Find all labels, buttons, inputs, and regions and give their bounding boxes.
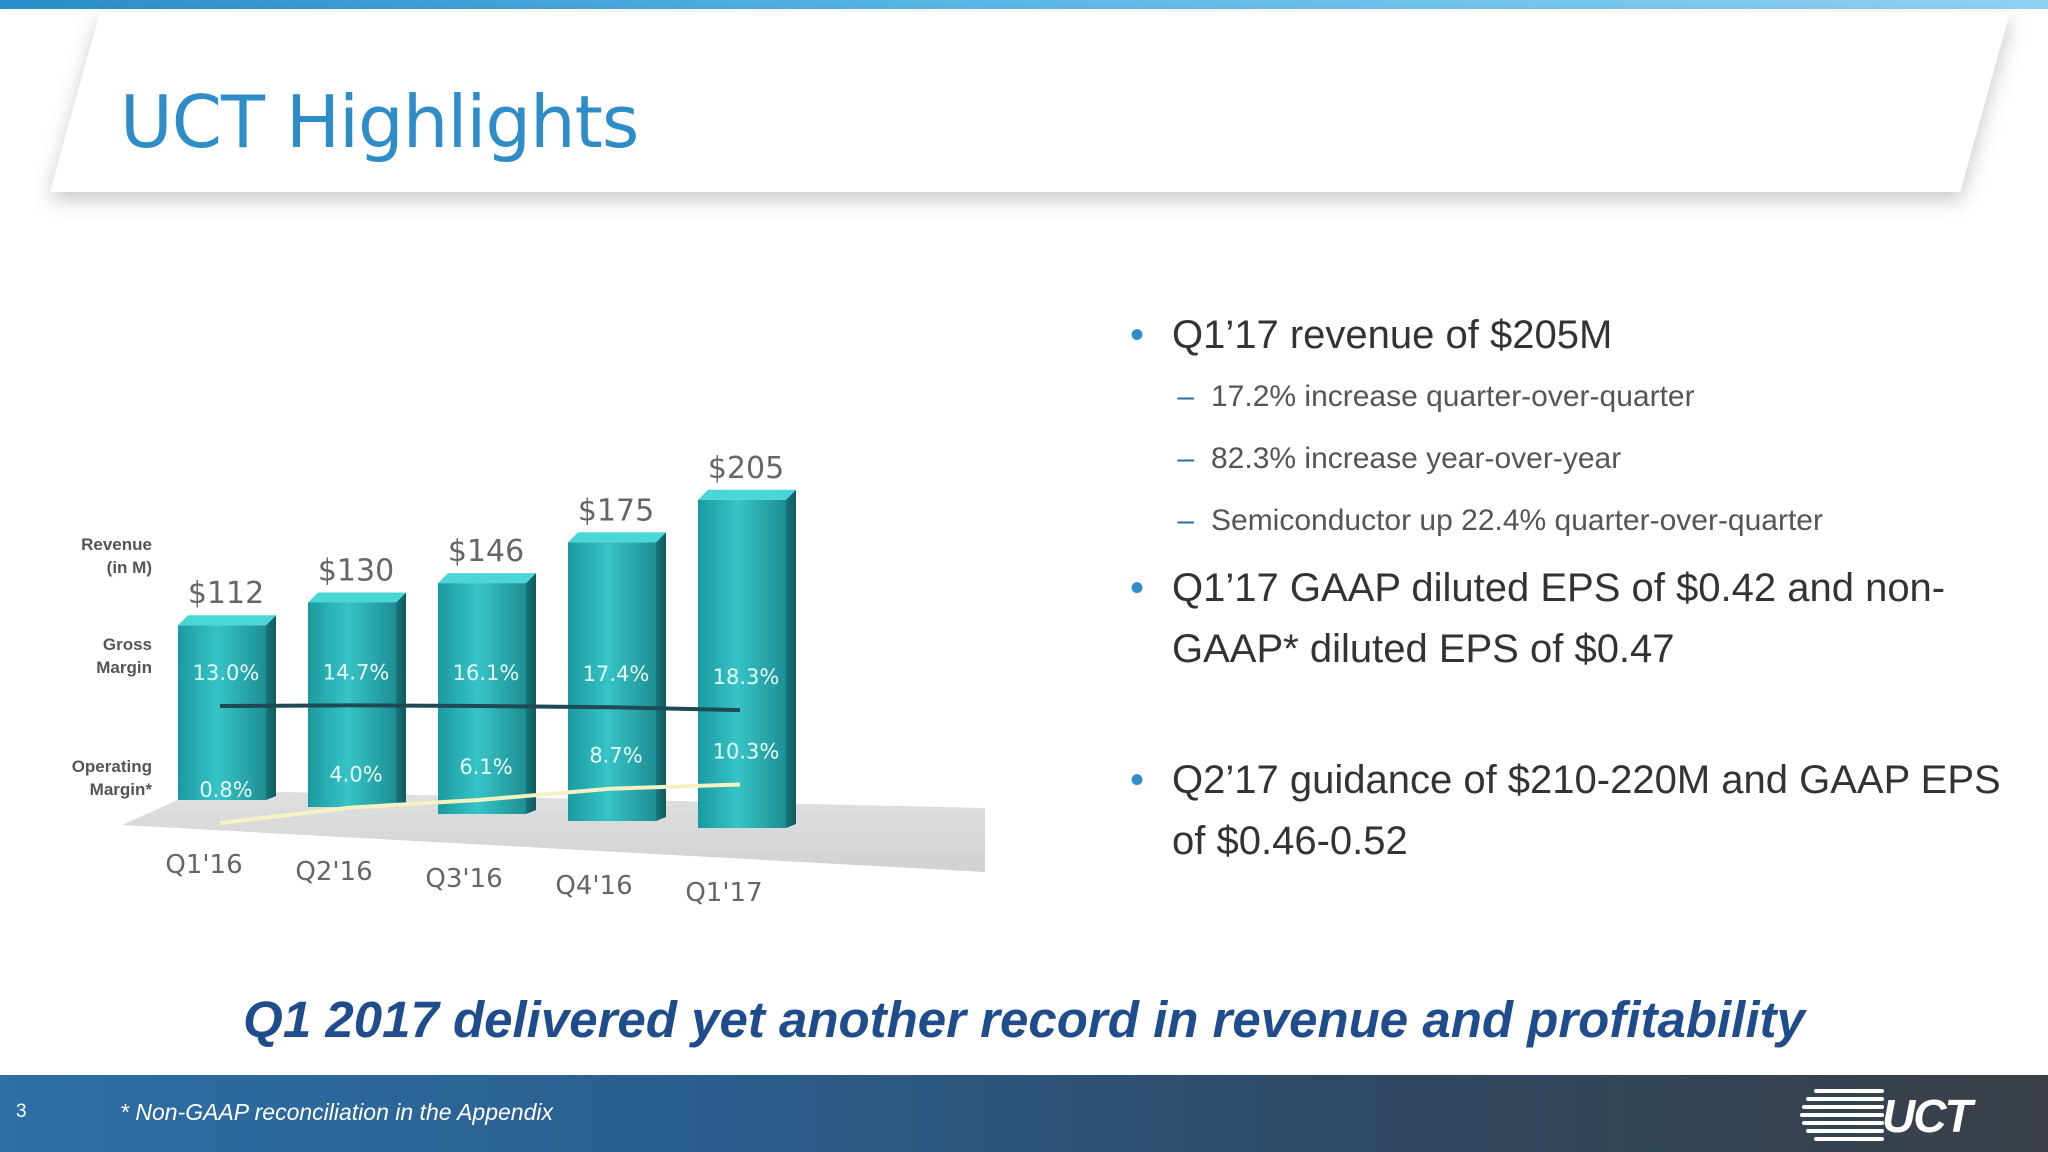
highlights-list: Q1’17 revenue of $205M17.2% increase qua… [1130,305,2030,872]
sub-bullet-item: 82.3% increase year-over-year [1130,428,2030,490]
gross-margin-data-label: 14.7% [323,660,390,684]
revenue-bar [178,615,276,800]
uct-logo: UCT [1800,1081,1990,1147]
operating-margin-data-label: 6.1% [459,755,512,779]
bullet-item: Q1’17 GAAP diluted EPS of $0.42 and non-… [1130,558,2030,680]
footnote: * Non-GAAP reconciliation in the Appendi… [120,1099,553,1125]
page-number: 3 [16,1101,27,1122]
gross-margin-line [219,703,741,713]
sub-bullet-item: Semiconductor up 22.4% quarter-over-quar… [1130,490,2030,552]
series-row-label: Operating Margin* [72,757,153,799]
revenue-bar [438,573,536,814]
category-tick-label: Q2'16 [295,857,372,887]
revenue-bar [568,532,666,821]
logo-text: UCT [1882,1090,1973,1142]
operating-margin-data-label: 8.7% [589,744,642,768]
operating-margin-data-label: 0.8% [199,778,252,802]
category-tick-label: Q4'16 [555,871,632,901]
revenue-data-label: $205 [708,451,784,486]
gross-margin-data-label: 13.0% [193,661,260,685]
chart-floor-plane [122,790,985,872]
revenue-margin-chart: $112 Q1'16 13.0% 0.8% $130 Q2'16 14.7% 4.0% $146… [72,451,985,908]
operating-margin-data-label: 4.0% [329,763,382,787]
sub-bullet-item: 17.2% increase quarter-over-quarter [1130,366,2030,428]
gross-margin-data-label: 16.1% [453,661,520,685]
revenue-data-label: $112 [188,576,264,611]
logo-globe-icon [1800,1089,1884,1141]
series-row-label: Gross Margin [96,635,152,677]
revenue-data-label: $175 [578,493,654,528]
category-tick-label: Q1'16 [165,850,242,880]
bullet-item: Q1’17 revenue of $205M [1130,305,2030,366]
gross-margin-data-label: 18.3% [713,665,780,689]
tagline: Q1 2017 delivered yet another record in … [243,991,1805,1048]
revenue-data-label: $130 [318,554,394,589]
bullet-item: Q2’17 guidance of $210-220M and GAAP EPS… [1130,750,2030,872]
top-accent-bar [0,0,2048,9]
series-row-label: Revenue (in M) [81,535,152,577]
footer-bar: 3 * Non-GAAP reconciliation in the Appen… [0,1075,2048,1152]
revenue-bar [698,489,796,828]
revenue-data-label: $146 [448,534,524,569]
operating-margin-line [219,782,741,825]
gross-margin-data-label: 17.4% [583,662,650,686]
operating-margin-data-label: 10.3% [713,740,780,764]
category-tick-label: Q3'16 [425,864,502,894]
category-tick-label: Q1'17 [685,878,762,908]
page-title: UCT Highlights [120,80,639,164]
